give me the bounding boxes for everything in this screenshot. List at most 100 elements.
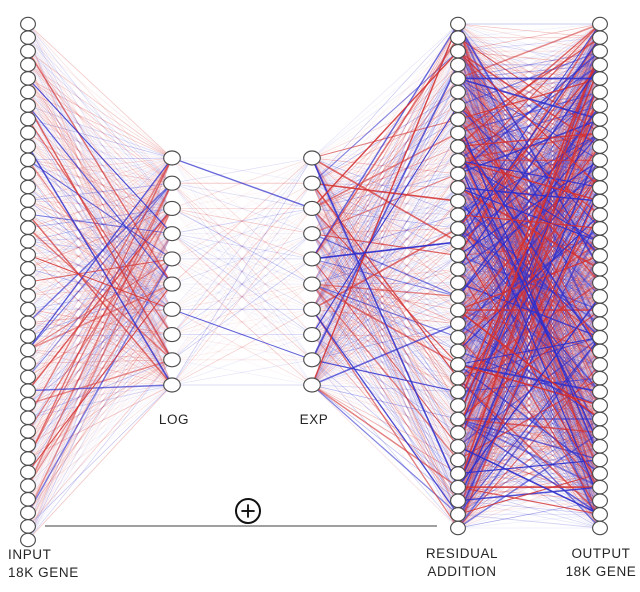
weight-edge [27,132,173,310]
weight-edge [311,241,459,386]
weight-edge [27,172,173,235]
weight-edge [311,233,459,461]
weight-edge [311,359,459,515]
weight-edge [311,146,459,209]
weight-edge [27,258,173,432]
weight-edge [171,233,313,386]
weight-edge [27,159,173,235]
weight-edge [27,308,173,324]
neuron-node [592,98,608,114]
neuron-node [20,57,36,73]
weight-edge [27,50,173,285]
layer-exp-nodes [303,150,321,393]
weight-edge [171,157,313,361]
neuron-node [20,396,36,412]
weight-edge [311,37,459,159]
weight-edge [311,157,459,461]
weight-edge [311,359,459,474]
weight-edge [311,157,459,297]
weight-edge [27,384,173,459]
weight-edge [27,359,173,527]
weight-edge [171,233,313,310]
neuron-node [450,302,466,318]
weight-edge [171,283,313,335]
weight-edge [457,432,601,488]
neuron-node [450,221,466,236]
neuron-node [450,98,466,114]
weight-edge [311,157,459,420]
label-input-line1: INPUT [8,547,52,562]
weight-edge [311,157,459,229]
weight-edge [311,334,459,529]
weight-edge [311,258,459,365]
weight-edge [457,309,601,420]
weight-edge [27,384,173,487]
weight-edge [27,51,173,386]
neuron-node [592,493,608,509]
weight-edge [311,200,459,260]
neuron-node [592,466,608,481]
weight-edge [311,157,459,352]
weight-edge [311,384,459,433]
neuron-node [450,289,466,304]
weight-edge [27,157,173,405]
weight-edge [27,359,173,541]
weight-edge [311,233,459,488]
weight-edge [27,208,173,473]
weight-edge [27,281,173,310]
weight-edge [311,323,459,361]
weight-edge [311,23,459,310]
weight-edge [311,173,459,386]
weight-edge [311,233,459,284]
label-log-layer: LOG [159,411,189,429]
weight-edge [311,105,459,184]
weight-edge [311,159,459,260]
weight-edge [27,182,173,487]
weight-edge [457,296,601,501]
weight-edge [311,384,459,461]
weight-edge [311,132,459,159]
neuron-node [450,30,466,45]
weight-edge [311,359,459,529]
weight-edge [311,359,459,365]
weight-edge [311,359,459,406]
weight-edge [311,322,459,386]
weight-edge [311,308,459,515]
weight-edge [457,405,601,515]
weight-edge [311,105,459,310]
weight-edge [27,50,173,159]
weight-edge [311,233,459,311]
weight-edge [457,37,601,243]
neuron-node [20,166,36,181]
edges-residual-to-output [457,23,601,529]
weight-edge [27,334,173,541]
neuron-node [592,234,608,250]
weight-edge [27,23,173,184]
weight-edge [171,208,313,335]
weight-edge [457,214,601,229]
weight-edge [457,23,601,66]
weight-edge [27,208,173,541]
weight-edge [27,50,173,184]
weight-edge [171,283,313,361]
weight-edge [311,308,459,379]
weight-edge [311,384,459,474]
weight-edge [457,78,601,433]
neuron-node [450,425,466,440]
weight-edge [171,182,313,310]
weight-edge [457,159,601,257]
weight-edge [27,208,173,514]
weight-edge [311,37,459,209]
weight-edge [311,258,459,284]
weight-edge [457,119,601,461]
neuron-node [450,520,466,536]
weight-edge [457,228,601,284]
weight-edge [311,295,459,336]
weight-edge [457,64,601,270]
weight-edge [457,336,601,515]
weight-edge [171,258,313,386]
weight-edge [311,208,459,447]
weight-edge [311,359,459,420]
weight-edge [27,157,173,527]
